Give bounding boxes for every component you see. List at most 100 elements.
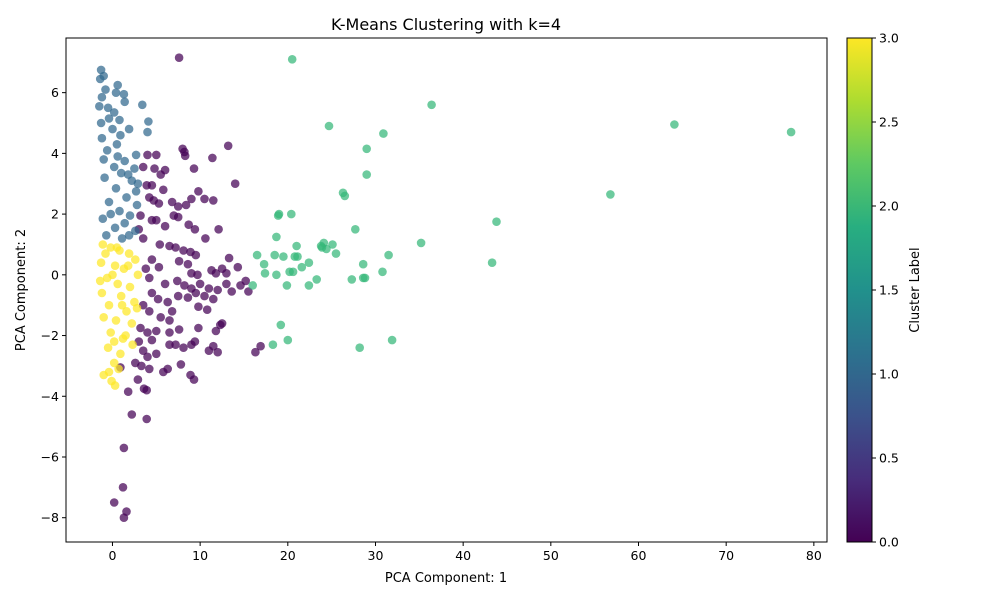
data-point-cluster-0 bbox=[256, 341, 265, 351]
data-point-cluster-0 bbox=[204, 284, 214, 293]
data-point-cluster-2 bbox=[270, 250, 280, 260]
data-point-cluster-0 bbox=[184, 220, 193, 229]
y-tick-label: 4 bbox=[51, 146, 59, 161]
data-point-cluster-0 bbox=[193, 270, 202, 280]
data-point-cluster-1 bbox=[138, 100, 147, 110]
data-point-cluster-3 bbox=[110, 261, 120, 271]
data-point-cluster-0 bbox=[165, 316, 174, 325]
data-point-cluster-0 bbox=[213, 285, 222, 295]
data-point-cluster-0 bbox=[194, 302, 203, 312]
data-point-cluster-0 bbox=[142, 414, 151, 424]
data-point-cluster-1 bbox=[110, 223, 120, 233]
data-point-cluster-2 bbox=[287, 55, 297, 64]
data-point-cluster-0 bbox=[152, 349, 161, 359]
data-point-cluster-0 bbox=[136, 211, 145, 220]
data-point-cluster-3 bbox=[132, 303, 142, 313]
data-point-cluster-1 bbox=[98, 214, 108, 223]
x-tick-label: 50 bbox=[543, 548, 559, 563]
data-point-cluster-0 bbox=[187, 194, 196, 204]
data-point-cluster-0 bbox=[147, 255, 157, 264]
data-point-cluster-1 bbox=[125, 211, 135, 220]
data-point-cluster-1 bbox=[120, 156, 129, 166]
data-point-cluster-2 bbox=[292, 241, 301, 251]
colorbar-tick-label: 3.0 bbox=[879, 31, 899, 46]
data-point-cluster-2 bbox=[293, 252, 302, 261]
data-point-cluster-0 bbox=[152, 326, 161, 336]
data-point-cluster-0 bbox=[163, 297, 172, 307]
data-point-cluster-0 bbox=[174, 256, 184, 266]
data-point-cluster-2 bbox=[427, 100, 436, 110]
data-point-cluster-0 bbox=[222, 269, 231, 278]
data-point-cluster-0 bbox=[171, 340, 180, 350]
x-axis-label: PCA Component: 1 bbox=[385, 571, 507, 586]
data-point-cluster-2 bbox=[287, 209, 296, 219]
data-point-cluster-0 bbox=[173, 202, 183, 211]
y-tick-label: 6 bbox=[51, 85, 59, 100]
data-point-cluster-1 bbox=[102, 231, 111, 240]
data-point-cluster-2 bbox=[360, 273, 370, 283]
data-point-cluster-2 bbox=[331, 249, 341, 258]
data-point-cluster-2 bbox=[786, 127, 796, 137]
colorbar-ticks: 0.0 0.5 1.0 1.5 2.0 2.5 3.0 bbox=[872, 31, 899, 550]
x-tick-label: 80 bbox=[806, 548, 822, 563]
data-point-cluster-1 bbox=[119, 89, 129, 99]
data-point-cluster-0 bbox=[195, 279, 205, 289]
data-point-cluster-0 bbox=[127, 410, 137, 419]
data-point-cluster-3 bbox=[109, 358, 119, 368]
data-point-cluster-2 bbox=[248, 281, 257, 290]
data-point-cluster-0 bbox=[156, 313, 165, 322]
data-point-cluster-2 bbox=[272, 270, 281, 280]
data-point-cluster-3 bbox=[99, 370, 108, 380]
colorbar-tick-label: 0.0 bbox=[879, 535, 899, 550]
data-point-cluster-0 bbox=[147, 181, 157, 190]
data-point-cluster-0 bbox=[189, 164, 199, 173]
data-point-cluster-2 bbox=[606, 190, 615, 199]
data-point-cluster-2 bbox=[322, 244, 331, 254]
data-point-cluster-1 bbox=[97, 133, 107, 143]
x-tick-label: 70 bbox=[718, 548, 734, 563]
data-point-cluster-1 bbox=[115, 115, 124, 125]
x-axis-ticks: 0 10 20 30 40 50 60 70 80 bbox=[108, 542, 822, 563]
data-point-cluster-2 bbox=[268, 340, 278, 350]
y-tick-label: −4 bbox=[41, 389, 59, 404]
data-point-cluster-3 bbox=[99, 313, 108, 322]
data-point-cluster-0 bbox=[214, 225, 223, 234]
data-point-cluster-0 bbox=[141, 264, 151, 274]
data-point-cluster-0 bbox=[194, 323, 203, 333]
data-point-cluster-0 bbox=[142, 385, 151, 395]
data-point-cluster-1 bbox=[99, 155, 108, 164]
data-point-cluster-2 bbox=[340, 191, 350, 201]
x-tick-label: 20 bbox=[280, 548, 296, 563]
data-point-cluster-2 bbox=[492, 217, 501, 226]
y-tick-label: 0 bbox=[51, 267, 59, 282]
data-point-cluster-1 bbox=[116, 130, 125, 140]
data-point-cluster-0 bbox=[209, 196, 218, 205]
data-point-cluster-1 bbox=[102, 146, 112, 155]
data-point-cluster-0 bbox=[173, 276, 182, 286]
data-point-cluster-0 bbox=[191, 250, 201, 260]
data-point-cluster-0 bbox=[200, 194, 209, 204]
data-point-cluster-0 bbox=[227, 287, 236, 296]
data-point-cluster-0 bbox=[217, 319, 227, 328]
data-point-cluster-2 bbox=[304, 281, 314, 290]
data-point-cluster-0 bbox=[152, 215, 161, 225]
data-point-cluster-3 bbox=[98, 240, 108, 249]
data-point-cluster-0 bbox=[190, 337, 200, 346]
data-point-cluster-2 bbox=[328, 240, 337, 249]
data-point-cluster-0 bbox=[180, 281, 189, 290]
data-point-cluster-3 bbox=[95, 276, 105, 286]
data-point-cluster-2 bbox=[387, 335, 397, 345]
data-point-cluster-0 bbox=[251, 347, 260, 357]
data-point-cluster-1 bbox=[96, 118, 106, 128]
data-point-cluster-0 bbox=[159, 367, 168, 377]
data-point-cluster-3 bbox=[116, 291, 126, 301]
data-point-cluster-3 bbox=[111, 316, 121, 325]
data-point-cluster-2 bbox=[274, 209, 284, 219]
colorbar-tick-label: 1.0 bbox=[879, 367, 899, 382]
data-point-cluster-0 bbox=[147, 288, 157, 298]
data-point-cluster-2 bbox=[252, 250, 262, 260]
data-point-cluster-0 bbox=[213, 347, 222, 357]
data-point-cluster-1 bbox=[132, 200, 142, 210]
data-point-cluster-3 bbox=[125, 282, 135, 292]
data-point-cluster-0 bbox=[156, 170, 165, 179]
